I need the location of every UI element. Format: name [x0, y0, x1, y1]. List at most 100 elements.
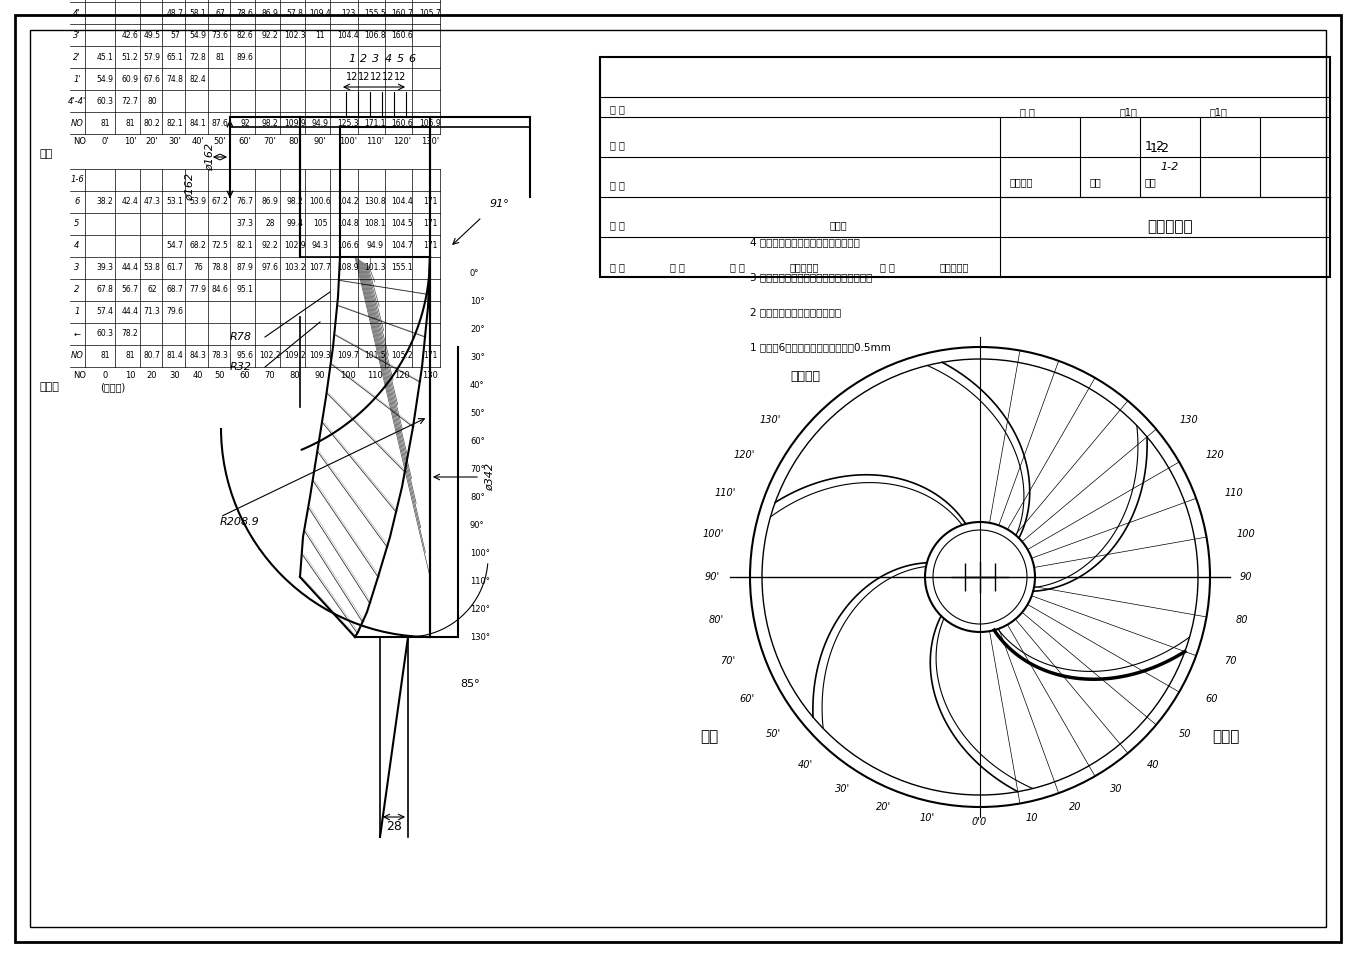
- Text: 20°: 20°: [471, 324, 484, 333]
- Text: 20: 20: [146, 370, 157, 380]
- Text: 40°: 40°: [471, 381, 484, 389]
- Text: 54.7: 54.7: [167, 241, 183, 251]
- Text: 54.9: 54.9: [190, 31, 206, 39]
- Text: 92.2: 92.2: [262, 241, 278, 251]
- Text: 80.2: 80.2: [144, 119, 160, 127]
- Text: 72.7: 72.7: [122, 97, 138, 105]
- Text: 89.6: 89.6: [236, 53, 254, 61]
- Text: 94.9: 94.9: [366, 241, 384, 251]
- Text: 82.1: 82.1: [237, 241, 254, 251]
- Text: 94.3: 94.3: [312, 241, 328, 251]
- Text: 171: 171: [423, 241, 437, 251]
- Text: 70°: 70°: [471, 464, 484, 474]
- Text: 0: 0: [102, 370, 107, 380]
- Text: 99.4: 99.4: [286, 219, 304, 229]
- Text: ←: ←: [73, 329, 80, 339]
- Text: 160.6: 160.6: [391, 31, 412, 39]
- Text: 76.7: 76.7: [236, 197, 254, 207]
- Text: 1 叶片数6片另外，叶片型管光洁度0.5mm: 1 叶片数6片另外，叶片型管光洁度0.5mm: [750, 342, 891, 352]
- Text: 80: 80: [1237, 614, 1249, 625]
- Text: 50: 50: [214, 370, 225, 380]
- Text: 72.5: 72.5: [212, 241, 228, 251]
- Text: 171.1: 171.1: [365, 119, 385, 127]
- Text: 60.9: 60.9: [122, 75, 138, 83]
- Text: 90: 90: [1239, 572, 1253, 582]
- Text: 第1页: 第1页: [1120, 107, 1138, 117]
- Text: 98.2: 98.2: [262, 119, 278, 127]
- Text: 81: 81: [216, 53, 225, 61]
- Text: 80: 80: [290, 370, 300, 380]
- Text: 制 图: 制 图: [610, 180, 625, 190]
- Text: 2: 2: [75, 285, 80, 295]
- Text: 40': 40': [797, 760, 812, 769]
- Text: 56.7: 56.7: [122, 285, 138, 295]
- Text: 28: 28: [266, 219, 275, 229]
- Text: 81.4: 81.4: [167, 351, 183, 361]
- Text: 60.3: 60.3: [96, 329, 114, 339]
- Text: ø162: ø162: [184, 173, 195, 201]
- Text: (弧坐标): (弧坐标): [100, 382, 125, 392]
- Text: 1-2: 1-2: [1161, 162, 1180, 172]
- Text: 90': 90': [705, 572, 720, 582]
- Text: 110': 110': [366, 138, 384, 146]
- Text: 67.6: 67.6: [144, 75, 160, 83]
- Text: 100: 100: [340, 370, 355, 380]
- Text: 62: 62: [148, 285, 157, 295]
- Text: 105: 105: [313, 219, 327, 229]
- Text: 120': 120': [734, 450, 755, 459]
- Text: 12: 12: [393, 72, 407, 82]
- Text: 82.6: 82.6: [237, 31, 254, 39]
- Text: 104.4: 104.4: [338, 31, 359, 39]
- Text: R32: R32: [231, 362, 252, 372]
- Text: 12: 12: [382, 72, 395, 82]
- Text: 80: 80: [148, 97, 157, 105]
- Text: 101.3: 101.3: [365, 263, 386, 273]
- Text: 87.6: 87.6: [212, 119, 228, 127]
- Text: 40: 40: [193, 370, 203, 380]
- Text: 工作面: 工作面: [1212, 729, 1239, 745]
- Text: 171: 171: [423, 351, 437, 361]
- Text: 70: 70: [1224, 656, 1237, 666]
- Text: 109.9: 109.9: [285, 119, 306, 127]
- Text: 6: 6: [408, 54, 415, 64]
- Text: 39.3: 39.3: [96, 263, 114, 273]
- Text: 155.1: 155.1: [391, 263, 412, 273]
- Text: 3: 3: [75, 263, 80, 273]
- Text: 42.4: 42.4: [122, 197, 138, 207]
- Text: 106.8: 106.8: [365, 31, 386, 39]
- Text: 74.8: 74.8: [167, 75, 183, 83]
- Text: 47.3: 47.3: [144, 197, 160, 207]
- Text: 90°: 90°: [471, 521, 484, 529]
- Text: 104.5: 104.5: [391, 219, 412, 229]
- Text: 68.7: 68.7: [167, 285, 183, 295]
- Bar: [340, 127, 430, 257]
- Text: 120: 120: [1205, 450, 1224, 459]
- Text: 0: 0: [980, 817, 986, 827]
- Text: 0': 0': [102, 138, 108, 146]
- Text: 78.3: 78.3: [212, 351, 228, 361]
- Text: 60': 60': [239, 138, 251, 146]
- Text: 105.9: 105.9: [419, 119, 441, 127]
- Text: 120: 120: [395, 370, 410, 380]
- Text: 2: 2: [361, 54, 367, 64]
- Text: 叶轮木模图: 叶轮木模图: [1147, 219, 1193, 234]
- Text: 2': 2': [73, 53, 81, 61]
- Text: 53.1: 53.1: [167, 197, 183, 207]
- Text: 130°: 130°: [471, 633, 490, 641]
- Text: 10°: 10°: [471, 297, 484, 305]
- Text: 60: 60: [240, 370, 251, 380]
- Text: 1: 1: [75, 307, 80, 317]
- Text: 0°: 0°: [471, 269, 480, 278]
- Text: 10': 10': [123, 138, 137, 146]
- Text: 102.2: 102.2: [259, 351, 281, 361]
- Text: 97.6: 97.6: [262, 263, 278, 273]
- Text: 38.2: 38.2: [96, 197, 114, 207]
- Text: 73.6: 73.6: [212, 31, 229, 39]
- Text: 50: 50: [1180, 729, 1192, 740]
- Text: 2 从进口叶轮处理对称方向叠排: 2 从进口叶轮处理对称方向叠排: [750, 307, 841, 317]
- Text: 78.2: 78.2: [122, 329, 138, 339]
- Text: 3: 3: [373, 54, 380, 64]
- Text: 42.6: 42.6: [122, 31, 138, 39]
- Bar: [599, 57, 1330, 277]
- Text: 108.1: 108.1: [365, 219, 385, 229]
